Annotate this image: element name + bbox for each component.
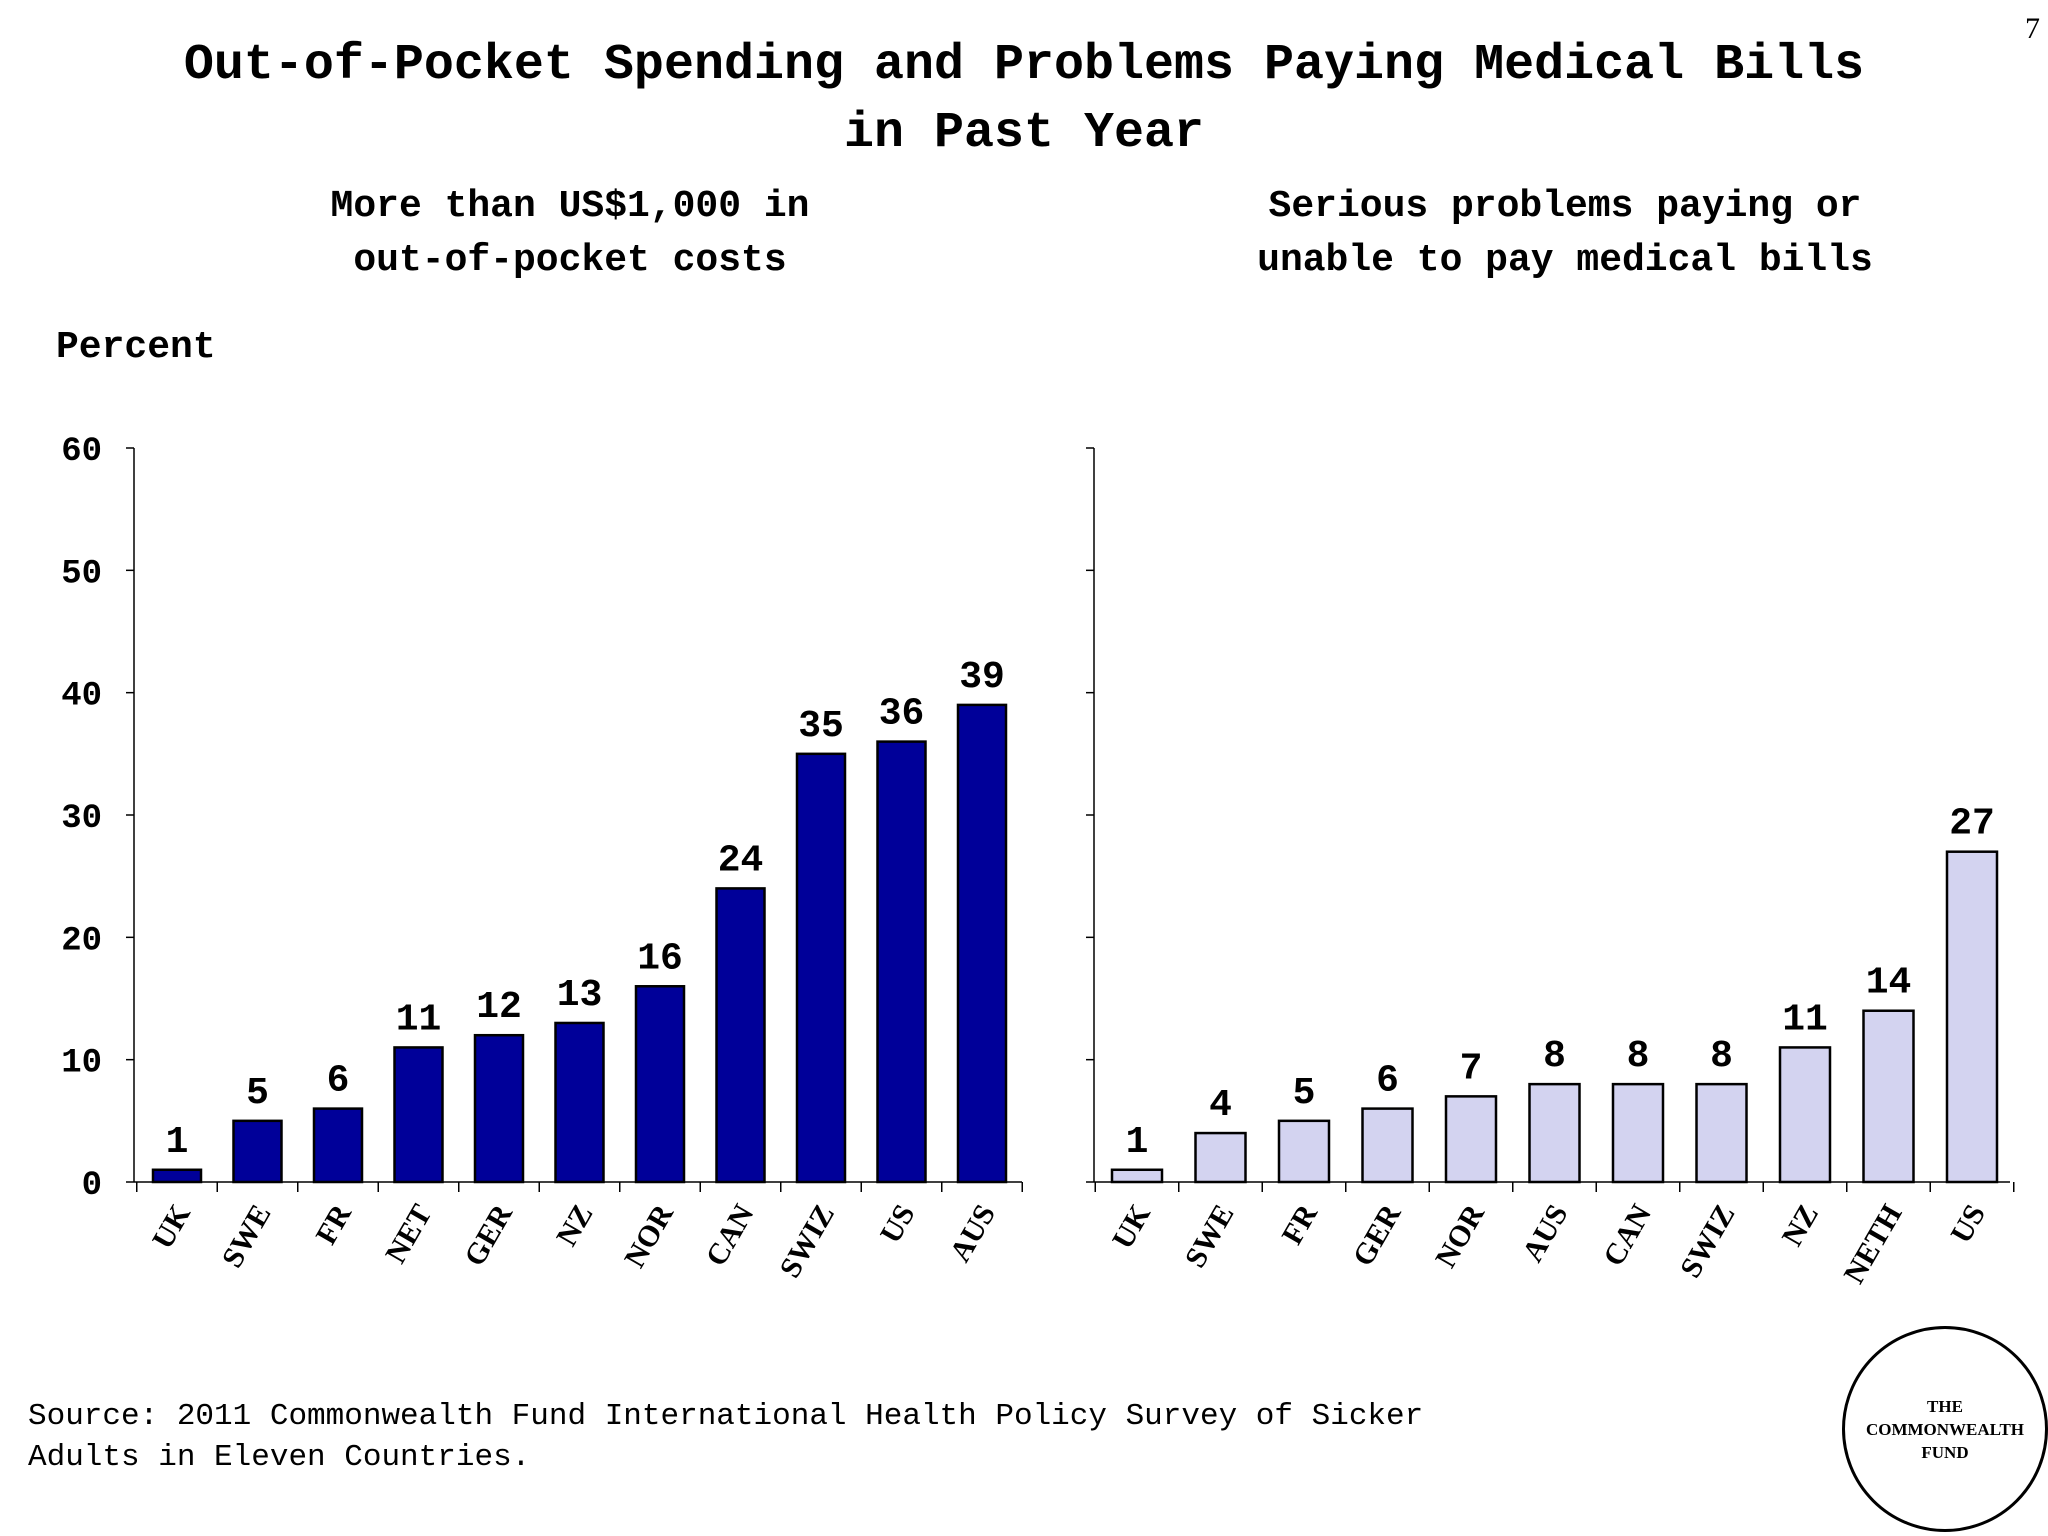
right-data-label: 6: [1376, 1060, 1399, 1103]
right-bar: [1444, 1095, 1498, 1184]
right-category-label: SWIZ: [1674, 1199, 1742, 1283]
left-category-label: FR: [309, 1199, 358, 1250]
left-category-label: NET: [379, 1199, 438, 1269]
y-tick-label: 40: [61, 678, 102, 716]
right-data-label: 5: [1293, 1072, 1316, 1115]
left-bar: [554, 1021, 605, 1184]
right-category-label: AUS: [1516, 1199, 1575, 1267]
y-tick-label: 10: [61, 1045, 102, 1083]
right-category-label: NZ: [1776, 1199, 1825, 1252]
right-category-label: UK: [1106, 1198, 1157, 1254]
right-data-label: 4: [1209, 1084, 1232, 1127]
left-category-label: SWIZ: [773, 1199, 841, 1283]
right-bar: [1194, 1131, 1247, 1184]
left-data-label: 11: [396, 998, 442, 1041]
right-subtitle-line-1: Serious problems paying or: [1268, 185, 1862, 228]
right-category-label: NETH: [1837, 1199, 1908, 1289]
left-category-label: UK: [146, 1198, 197, 1254]
right-bar: [1361, 1107, 1414, 1184]
right-data-label: 7: [1460, 1047, 1483, 1090]
right-data-label: 8: [1543, 1035, 1566, 1078]
right-data-label: 8: [1627, 1035, 1650, 1078]
right-data-label: 27: [1949, 803, 1995, 846]
left-data-label: 1: [166, 1121, 189, 1164]
right-category-label: FR: [1275, 1199, 1324, 1250]
left-data-label: 6: [327, 1060, 350, 1103]
page-number: 7: [2025, 12, 2040, 45]
right-bar: [1528, 1082, 1581, 1184]
left-bar: [876, 740, 927, 1184]
right-data-label: 14: [1866, 962, 1912, 1005]
right-category-label: CAN: [1597, 1199, 1658, 1272]
left-category-label: SWE: [216, 1199, 278, 1273]
left-data-label: 24: [718, 839, 764, 882]
chart-title-line-1: Out-of-Pocket Spending and Problems Payi…: [183, 37, 1865, 94]
right-subtitle-line-2: unable to pay medical bills: [1257, 239, 1873, 282]
left-data-label: 12: [476, 986, 522, 1029]
right-data-label: 8: [1710, 1035, 1733, 1078]
left-bar: [312, 1107, 364, 1184]
left-data-label: 35: [798, 705, 844, 748]
right-category-label: NOR: [1429, 1199, 1491, 1274]
left-subtitle-line-2: out-of-pocket costs: [353, 239, 787, 282]
right-bar: [1695, 1082, 1748, 1184]
right-category-label: GER: [1346, 1199, 1407, 1272]
right-bar: [1945, 850, 1999, 1184]
left-bar: [795, 752, 847, 1184]
right-bar: [1778, 1046, 1832, 1184]
left-category-label: US: [874, 1199, 922, 1249]
left-category-label: GER: [458, 1199, 519, 1272]
source-note: Source: 2011 Commonwealth Fund Internati…: [28, 1399, 1424, 1475]
left-subtitle-line-1: More than US$1,000 in: [330, 185, 810, 228]
left-bar: [473, 1033, 525, 1184]
y-tick-label: 30: [61, 800, 102, 838]
left-chart-subtitle: More than US$1,000 in out-of-pocket cost…: [180, 180, 960, 288]
right-bar: [1110, 1168, 1164, 1184]
right-chart-subtitle: Serious problems paying or unable to pay…: [1140, 180, 1990, 288]
y-tick-label: 60: [61, 433, 102, 471]
left-category-label: NZ: [550, 1199, 599, 1252]
left-data-label: 13: [557, 974, 603, 1017]
y-tick-label: 20: [61, 922, 102, 960]
left-bar: [715, 887, 766, 1184]
left-data-label: 16: [637, 937, 683, 980]
y-tick-label: 50: [61, 555, 102, 593]
left-data-label: 36: [879, 693, 925, 736]
left-bar: [393, 1046, 444, 1184]
right-data-label: 1: [1126, 1121, 1149, 1164]
left-bar: [232, 1119, 283, 1184]
right-category-label: US: [1944, 1199, 1992, 1249]
left-category-label: CAN: [699, 1199, 760, 1272]
left-bar: [634, 985, 686, 1184]
y-tick-label: 0: [82, 1167, 102, 1205]
right-bar: [1611, 1082, 1665, 1184]
left-data-label: 5: [246, 1072, 269, 1115]
left-bar: [151, 1168, 203, 1184]
chart-title: Out-of-Pocket Spending and Problems Payi…: [0, 32, 2048, 168]
right-bar: [1277, 1119, 1331, 1184]
chart-title-line-2: in Past Year: [843, 105, 1205, 162]
right-data-label: 11: [1782, 998, 1828, 1041]
left-data-label: 39: [959, 656, 1005, 699]
right-bar: [1862, 1009, 1915, 1184]
right-category-label: SWE: [1179, 1199, 1241, 1273]
commonwealth-fund-logo: THE COMMONWEALTH FUND: [1842, 1326, 2048, 1532]
left-category-label: AUS: [943, 1199, 1002, 1267]
left-category-label: NOR: [618, 1199, 680, 1274]
left-bar: [956, 703, 1008, 1184]
y-axis-label: Percent: [56, 326, 216, 369]
